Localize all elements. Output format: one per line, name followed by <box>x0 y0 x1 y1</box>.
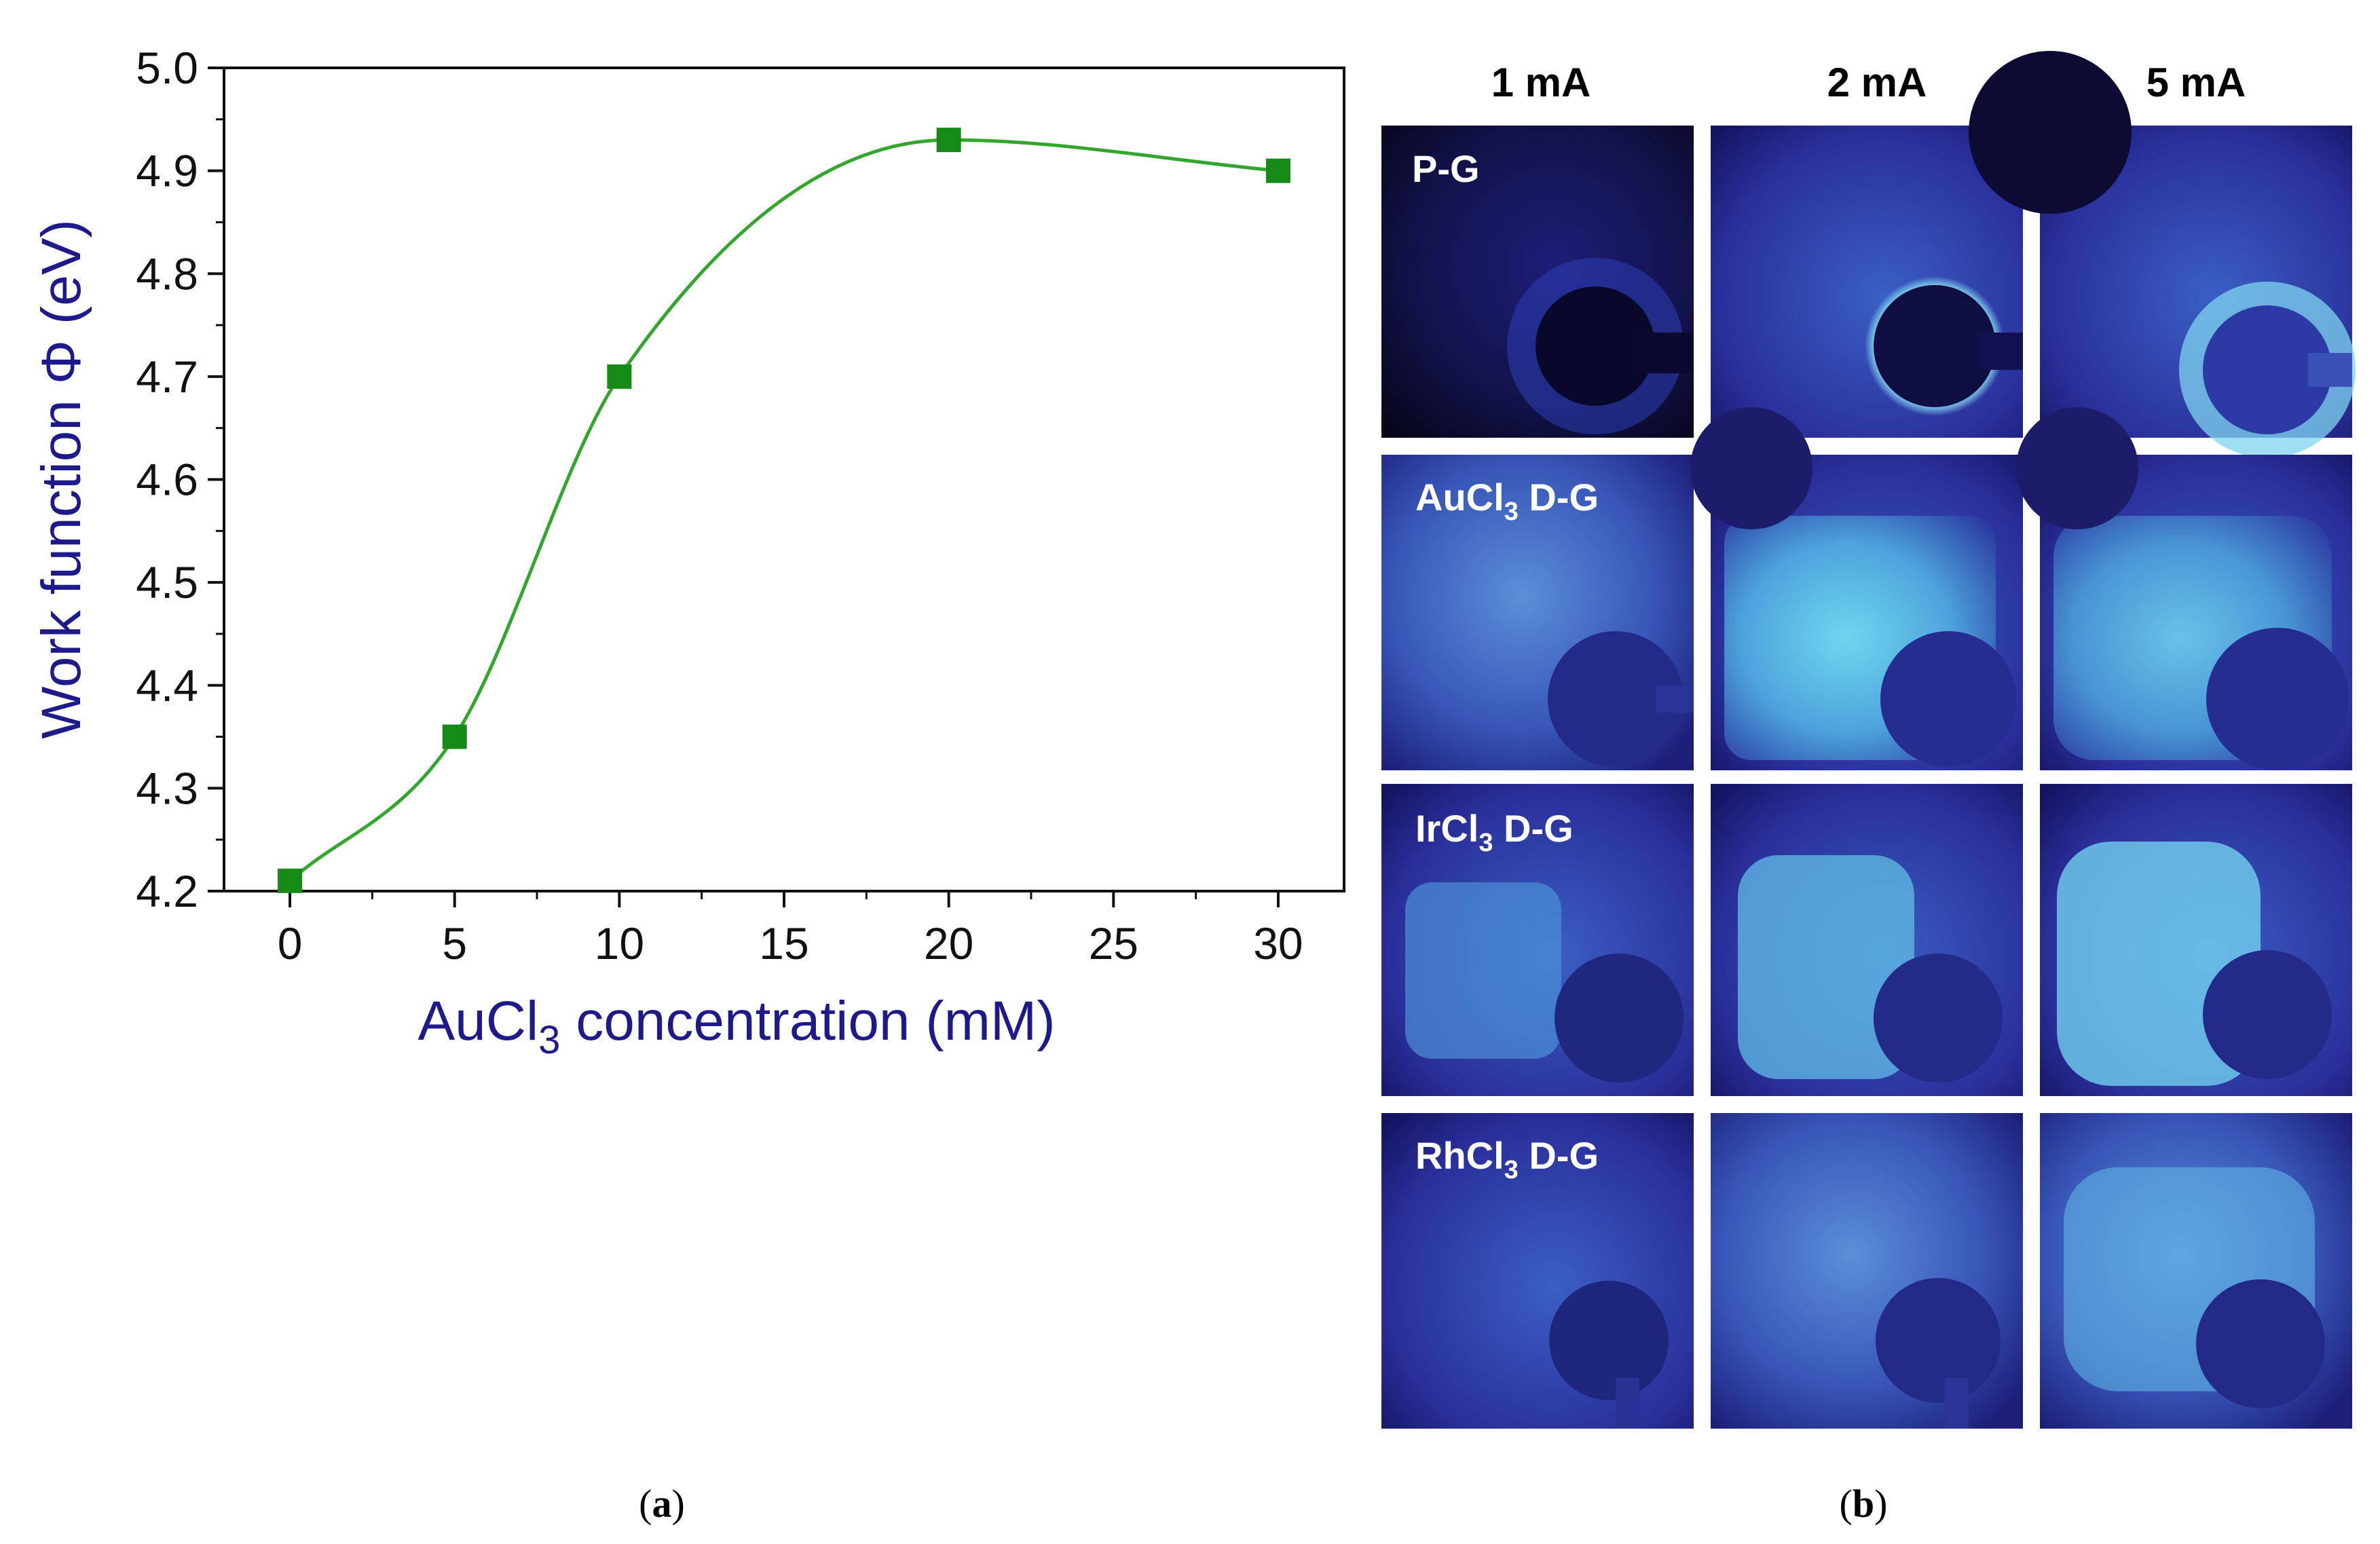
photo-rhcl3-2ma <box>1711 1113 2023 1429</box>
y-tick-label: 4.9 <box>136 146 198 196</box>
row-label-aucl3-rest: D-G <box>1519 476 1599 519</box>
y-tick-label: 4.5 <box>136 557 198 607</box>
x-axis: 0 5 10 15 20 25 30 <box>278 891 1303 968</box>
photo-ircl3-5ma <box>2040 784 2352 1096</box>
x-tick-label: 0 <box>278 918 303 968</box>
photo-ircl3-1ma <box>1381 784 1694 1096</box>
plot-frame <box>223 67 1345 892</box>
x-tick-label: 10 <box>595 918 644 968</box>
photo-rhcl3-5ma <box>2040 1113 2352 1429</box>
photo-row-ircl3-d-g: IrCl3 D-G <box>1381 784 2352 1096</box>
photo-aucl3-5ma <box>2016 407 2352 770</box>
y-tick-label: 4.8 <box>136 248 198 299</box>
photo-ircl3-2ma <box>1711 784 2023 1096</box>
photo-aucl3-2ma <box>1690 407 2023 770</box>
x-tick-label: 25 <box>1089 918 1138 968</box>
work-function-chart: 4.24.34.44.54.64.74.84.95.0 0 5 10 15 20 25 30… <box>31 43 1345 1062</box>
row-label-ircl3-subscript: 3 <box>1479 829 1493 857</box>
caption-a-close: ) <box>672 1482 685 1526</box>
y-tick-label: 5.0 <box>136 43 198 93</box>
data-point-marker <box>278 868 303 893</box>
y-axis: 4.2 4.3 4.4 4.5 4.6 4.7 4.8 4.9 5.0 <box>136 43 224 916</box>
x-tick-label: 20 <box>924 918 973 968</box>
row-label-ircl3-rest: D-G <box>1493 807 1574 850</box>
caption-b-close: ) <box>1874 1482 1887 1526</box>
row-label-ircl3: IrCl3 D-G <box>1415 807 1574 857</box>
row-label-rhcl3-subscript: 3 <box>1504 1156 1519 1184</box>
data-points <box>278 128 1290 893</box>
column-title-1ma: 1 mA <box>1491 60 1591 105</box>
x-tick-label: 30 <box>1253 918 1303 968</box>
data-point-marker <box>607 364 632 389</box>
row-label-rhcl3: RhCl3 D-G <box>1415 1134 1599 1184</box>
row-label-ircl3-main: IrCl <box>1415 807 1479 850</box>
y-tick-label: 4.3 <box>136 763 198 813</box>
data-point-marker <box>442 724 467 749</box>
photo-row-aucl3-d-g: AuCl3 D-G <box>1381 407 2352 770</box>
x-axis-title-subscript: 3 <box>538 1018 560 1062</box>
caption-a-open: ( <box>639 1482 652 1526</box>
y-tick-label: 4.6 <box>136 455 198 505</box>
caption-b-open: ( <box>1840 1482 1853 1526</box>
photo-row-rhcl3-d-g: RhCl3 D-G <box>1381 1113 2352 1429</box>
caption-a: (a) <box>639 1482 685 1526</box>
y-axis-title: Work function Φ (eV) <box>31 219 92 739</box>
x-tick-label: 5 <box>442 918 467 968</box>
caption-a-letter: a <box>652 1482 672 1526</box>
photo-p-g-1ma <box>1381 126 1694 438</box>
row-label-aucl3: AuCl3 D-G <box>1415 476 1599 526</box>
data-point-marker <box>1265 158 1290 183</box>
data-point-marker <box>936 128 961 153</box>
y-tick-label: 4.4 <box>136 660 198 711</box>
x-axis-title: AuCl3 concentration (mM) <box>417 990 1055 1062</box>
photo-aucl3-1ma <box>1381 455 1694 770</box>
row-label-p-g: P-G <box>1412 147 1480 190</box>
photo-p-g-2ma <box>1711 126 2023 438</box>
x-axis-title-main: AuCl <box>417 990 538 1052</box>
row-label-aucl3-subscript: 3 <box>1504 497 1519 526</box>
photo-p-g-5ma <box>1969 51 2356 458</box>
photo-rhcl3-1ma <box>1381 1113 1694 1429</box>
photo-row-p-g: P-G <box>1381 51 2356 458</box>
row-label-aucl3-main: AuCl <box>1415 476 1504 519</box>
row-label-rhcl3-rest: D-G <box>1519 1134 1599 1177</box>
row-label-rhcl3-main: RhCl <box>1415 1134 1504 1177</box>
x-tick-label: 15 <box>759 918 808 968</box>
y-tick-label: 4.2 <box>136 866 198 916</box>
caption-b: (b) <box>1840 1482 1888 1526</box>
column-title-2ma: 2 mA <box>1827 60 1927 105</box>
y-tick-label: 4.7 <box>136 352 198 402</box>
column-title-5ma: 5 mA <box>2146 60 2246 105</box>
caption-b-letter: b <box>1853 1482 1874 1526</box>
x-axis-title-rest: concentration (mM) <box>560 990 1055 1052</box>
fit-curve <box>289 138 1279 882</box>
luminescence-photo-grid: 1 mA 2 mA 5 mA P <box>1381 51 2356 1429</box>
